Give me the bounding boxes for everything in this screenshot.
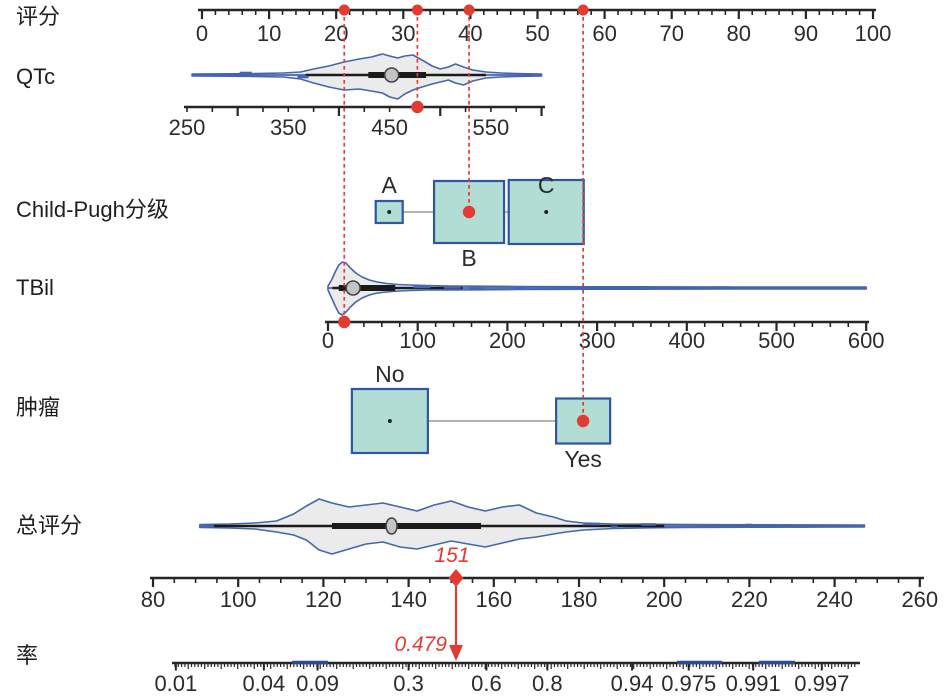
child_pugh-category-label: B (461, 245, 476, 271)
qtc-tick-label: 550 (473, 115, 510, 140)
row-label-score: 评分 (16, 4, 61, 29)
patient-score-dot-tbil (338, 4, 350, 16)
total-median-marker (385, 517, 398, 535)
score-tick-label: 50 (525, 21, 549, 46)
prob-tick-label: 0.3 (393, 671, 424, 696)
prob-tick-label: 0.09 (296, 671, 339, 696)
prob-tick-label: 0.6 (471, 671, 502, 696)
patient-value-dot-child-pugh (462, 205, 476, 219)
tumor-category-label: Yes (564, 446, 602, 472)
qtc-tick-label: 350 (270, 115, 307, 140)
score-tick-label: 70 (659, 21, 683, 46)
patient-value-dot-tbil (338, 315, 351, 329)
qtc-tick-label: 450 (371, 115, 408, 140)
total-tick-label: 220 (731, 587, 768, 612)
patient-value-dot-tumor (576, 414, 590, 428)
score-tick-label: 40 (458, 21, 482, 46)
tbil-tick-label: 400 (668, 328, 705, 353)
prob-tick-label: 0.01 (154, 671, 197, 696)
row-label-child-pugh: Child-Pugh分级 (16, 197, 169, 222)
child_pugh-median-dot (387, 210, 392, 214)
prob-tick-label: 0.8 (532, 671, 563, 696)
probability-value: 0.479 (394, 633, 447, 656)
patient-score-dot-child-pugh (463, 4, 475, 16)
score-tick-label: 100 (855, 21, 892, 46)
patient-value-dot-qtc (411, 100, 424, 114)
total-tick-label: 260 (901, 587, 938, 612)
row-label-tbil: TBil (16, 275, 54, 300)
tbil-tick-label: 100 (399, 328, 436, 353)
total-tick-label: 120 (305, 587, 342, 612)
score-tick-label: 90 (794, 21, 818, 46)
row-label-total: 总评分 (16, 513, 83, 538)
row-label-prob: 率 (16, 643, 39, 668)
prob-tick-label: 0.991 (726, 671, 781, 696)
qtc-violin (191, 53, 543, 100)
prob-tick-label: 0.997 (794, 671, 849, 696)
tbil-tick-label: 300 (579, 328, 616, 353)
score-tick-label: 80 (727, 21, 751, 46)
child_pugh-category-label: A (382, 172, 398, 198)
row-label-tumor: 肿瘤 (16, 395, 61, 420)
tbil-tick-label: 500 (758, 328, 795, 353)
tumor-category-label: No (375, 361, 404, 387)
total-tick-label: 80 (141, 587, 165, 612)
tumor-median-dot (387, 419, 392, 423)
score-tick-label: 0 (196, 21, 208, 46)
prob-tick-label: 0.975 (661, 671, 716, 696)
qtc-tick-label: 250 (169, 115, 206, 140)
child_pugh-category-label: C (538, 172, 555, 198)
prob-tick-label: 0.94 (611, 671, 654, 696)
total-tick-label: 160 (475, 587, 512, 612)
total-tick-label: 100 (220, 587, 257, 612)
total-tick-label: 240 (816, 587, 853, 612)
tbil-tick-label: 0 (322, 328, 334, 353)
qtc-median-marker (383, 67, 400, 83)
score-tick-label: 60 (592, 21, 616, 46)
probability-arrowhead (449, 645, 463, 661)
total-score-value: 151 (434, 544, 470, 567)
total-score-diamond (448, 569, 464, 587)
prob-tick-label: 0.04 (242, 671, 285, 696)
child_pugh-median-dot (544, 210, 549, 214)
patient-score-dot-qtc (411, 4, 423, 16)
score-tick-label: 10 (257, 21, 281, 46)
total-tick-label: 200 (646, 587, 683, 612)
row-label-qtc: QTc (16, 64, 56, 89)
total-tick-label: 180 (561, 587, 598, 612)
patient-score-dot-tumor (577, 4, 589, 16)
score-tick-label: 30 (391, 21, 415, 46)
total-tick-label: 140 (390, 587, 427, 612)
tbil-tick-label: 200 (489, 328, 526, 353)
tbil-tick-label: 600 (848, 328, 885, 353)
tbil-median-marker (345, 280, 361, 296)
